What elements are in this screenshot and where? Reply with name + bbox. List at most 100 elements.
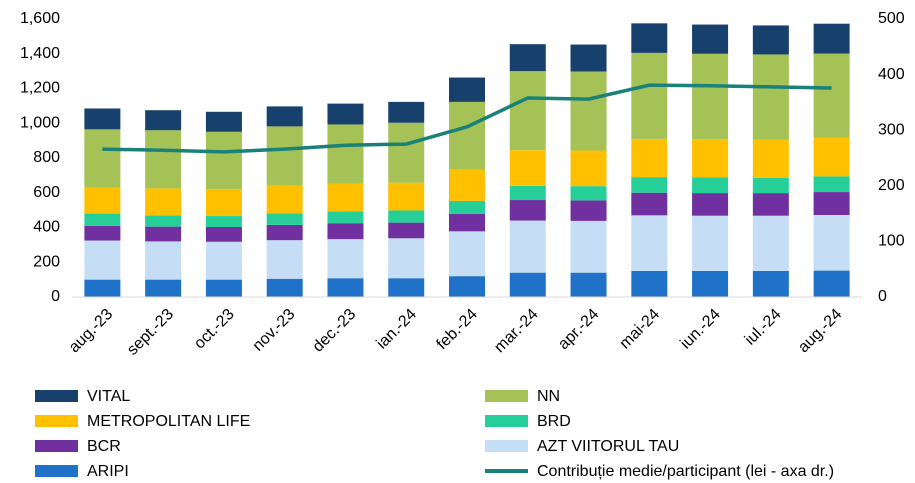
bar-segment bbox=[752, 54, 789, 140]
bar-segment bbox=[266, 224, 303, 241]
bar-segment bbox=[84, 279, 121, 297]
x-tick-label: iul.-24 bbox=[742, 306, 785, 349]
x-tick-label: feb.-24 bbox=[434, 306, 481, 353]
bar-segment bbox=[205, 189, 242, 217]
bar-segment bbox=[84, 129, 121, 188]
legend-swatch bbox=[35, 440, 78, 452]
bar-segment bbox=[84, 108, 121, 130]
bar-segment bbox=[752, 139, 789, 178]
bar-segment bbox=[752, 193, 789, 216]
x-tick-label: apr.-24 bbox=[555, 306, 602, 353]
bar-segment bbox=[509, 200, 546, 221]
y-tick-label: 200 bbox=[33, 253, 60, 270]
bar-segment bbox=[449, 200, 485, 214]
bar-segment bbox=[509, 150, 546, 186]
y-tick-label: 800 bbox=[33, 149, 60, 166]
legend-label: VITAL bbox=[87, 388, 130, 405]
bar-segment bbox=[752, 177, 789, 194]
legend-swatch bbox=[485, 440, 528, 452]
bar-segment bbox=[449, 231, 485, 277]
legend-label: ARIPI bbox=[87, 463, 129, 480]
bar-segment bbox=[145, 188, 182, 216]
bar-segment bbox=[327, 278, 364, 297]
x-tick-label: sept.-23 bbox=[124, 306, 177, 359]
x-tick-label: mai-24 bbox=[617, 306, 664, 353]
bar-segment bbox=[631, 215, 668, 271]
y-tick-label: 400 bbox=[33, 219, 60, 236]
legend-swatch bbox=[485, 390, 528, 402]
legend-label: BRD bbox=[537, 413, 571, 430]
y2-tick-label: 400 bbox=[878, 66, 905, 83]
x-tick-label: iun.-24 bbox=[677, 306, 724, 353]
bar-segment bbox=[631, 52, 668, 139]
y-tick-label: 0 bbox=[51, 288, 60, 305]
x-tick-label: nov.-23 bbox=[250, 306, 299, 355]
y2-tick-label: 100 bbox=[878, 233, 905, 250]
bar-segment bbox=[145, 279, 182, 297]
y-tick-label: 1,200 bbox=[20, 80, 60, 97]
x-tick-label: dec.-23 bbox=[310, 306, 360, 356]
bar-segment bbox=[266, 185, 303, 214]
bar-segment bbox=[509, 220, 546, 273]
bar-segment bbox=[388, 101, 425, 123]
legend-swatch bbox=[35, 415, 78, 427]
bar-segment bbox=[145, 215, 182, 227]
bar-segment bbox=[813, 192, 850, 215]
legend-label: METROPOLITAN LIFE bbox=[87, 413, 250, 430]
bar-segment bbox=[570, 150, 607, 187]
x-tick-label: ian.-24 bbox=[373, 306, 420, 353]
legend-label: BCR bbox=[87, 438, 121, 455]
line-series bbox=[102, 83, 832, 154]
bar-segment bbox=[388, 210, 425, 223]
bar-segment bbox=[327, 183, 364, 212]
bar-segment bbox=[692, 177, 729, 194]
x-tick-label: aug.-23 bbox=[66, 306, 116, 356]
bar-segment bbox=[266, 106, 303, 127]
bar-segment bbox=[205, 279, 242, 297]
bar-segment bbox=[631, 177, 668, 193]
bar-segment bbox=[570, 220, 607, 273]
bar-segment bbox=[570, 272, 607, 297]
bar-segment bbox=[813, 23, 850, 54]
bar-segment bbox=[509, 71, 546, 151]
bar-segment bbox=[692, 215, 729, 271]
bar-segment bbox=[84, 213, 121, 226]
legend-label: Contribuție medie/participant (lei - axa… bbox=[537, 463, 834, 480]
bar-segment bbox=[205, 111, 242, 132]
bar-segment bbox=[813, 137, 850, 177]
bar-segment bbox=[388, 238, 425, 279]
bar-segment bbox=[813, 214, 850, 271]
bar-segment bbox=[266, 278, 303, 297]
bar-segment bbox=[327, 124, 364, 184]
bar-segment bbox=[813, 270, 850, 297]
bar-segment bbox=[509, 44, 546, 72]
legend-swatch bbox=[485, 415, 528, 427]
bar-segment bbox=[205, 226, 242, 242]
bar-segment bbox=[449, 213, 485, 232]
bar-segment bbox=[449, 77, 485, 102]
bar-segment bbox=[449, 169, 485, 201]
bar-segment bbox=[84, 225, 121, 241]
bar-segment bbox=[327, 103, 364, 125]
bar-segment bbox=[205, 216, 242, 227]
bar-segment bbox=[266, 213, 303, 225]
legend-swatch bbox=[35, 465, 78, 477]
bar-segment bbox=[327, 239, 364, 279]
bar-segment bbox=[692, 270, 729, 297]
bar-segment bbox=[145, 226, 182, 242]
bar-segment bbox=[692, 193, 729, 216]
bar-segment bbox=[570, 44, 607, 72]
bar-segment bbox=[631, 138, 668, 178]
bar-segment bbox=[509, 272, 546, 297]
x-tick-label: mar.-24 bbox=[491, 306, 541, 356]
bar-segment bbox=[631, 23, 668, 53]
bar-segment bbox=[327, 223, 364, 240]
bar-segment bbox=[205, 241, 242, 280]
bar-segment bbox=[449, 101, 485, 170]
legend-label: NN bbox=[537, 388, 560, 405]
y-tick-label: 1,000 bbox=[20, 114, 60, 131]
bar-segment bbox=[570, 200, 607, 221]
bar-segment bbox=[145, 241, 182, 280]
bar-segment bbox=[84, 187, 121, 214]
x-tick-label: oct.-23 bbox=[191, 306, 238, 353]
